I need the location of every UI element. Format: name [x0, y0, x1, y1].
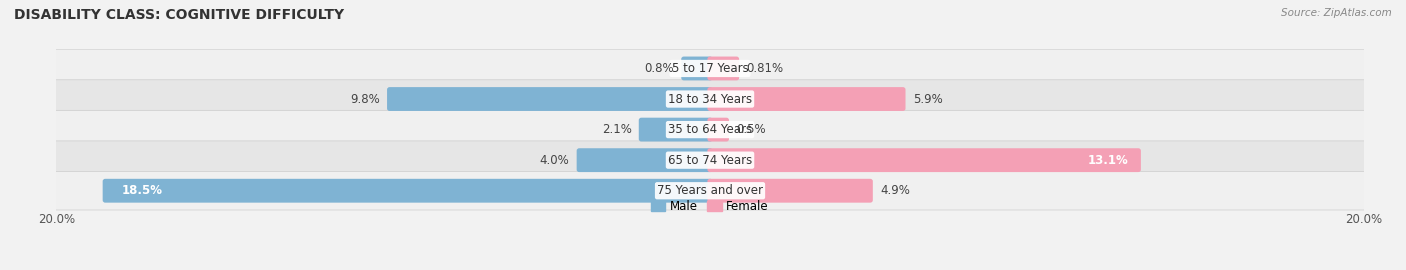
- Text: 9.8%: 9.8%: [350, 93, 380, 106]
- Text: 35 to 64 Years: 35 to 64 Years: [668, 123, 752, 136]
- FancyBboxPatch shape: [52, 141, 1368, 180]
- Text: 5 to 17 Years: 5 to 17 Years: [672, 62, 748, 75]
- Text: 65 to 74 Years: 65 to 74 Years: [668, 154, 752, 167]
- FancyBboxPatch shape: [103, 179, 713, 203]
- Text: 13.1%: 13.1%: [1088, 154, 1129, 167]
- FancyBboxPatch shape: [707, 118, 728, 141]
- Text: 0.8%: 0.8%: [644, 62, 673, 75]
- FancyBboxPatch shape: [387, 87, 713, 111]
- FancyBboxPatch shape: [52, 171, 1368, 210]
- FancyBboxPatch shape: [638, 118, 713, 141]
- Text: 18 to 34 Years: 18 to 34 Years: [668, 93, 752, 106]
- Text: 5.9%: 5.9%: [912, 93, 942, 106]
- FancyBboxPatch shape: [52, 80, 1368, 118]
- Text: 0.81%: 0.81%: [747, 62, 783, 75]
- FancyBboxPatch shape: [52, 110, 1368, 149]
- FancyBboxPatch shape: [707, 56, 740, 80]
- FancyBboxPatch shape: [576, 148, 713, 172]
- FancyBboxPatch shape: [52, 49, 1368, 88]
- Text: DISABILITY CLASS: COGNITIVE DIFFICULTY: DISABILITY CLASS: COGNITIVE DIFFICULTY: [14, 8, 344, 22]
- Text: 18.5%: 18.5%: [121, 184, 163, 197]
- Text: Source: ZipAtlas.com: Source: ZipAtlas.com: [1281, 8, 1392, 18]
- FancyBboxPatch shape: [707, 179, 873, 203]
- FancyBboxPatch shape: [682, 56, 713, 80]
- Text: 0.5%: 0.5%: [737, 123, 766, 136]
- Legend: Male, Female: Male, Female: [647, 195, 773, 218]
- Text: 75 Years and over: 75 Years and over: [657, 184, 763, 197]
- Text: 2.1%: 2.1%: [602, 123, 631, 136]
- Text: 4.9%: 4.9%: [880, 184, 910, 197]
- Text: 4.0%: 4.0%: [540, 154, 569, 167]
- FancyBboxPatch shape: [707, 148, 1140, 172]
- FancyBboxPatch shape: [707, 87, 905, 111]
